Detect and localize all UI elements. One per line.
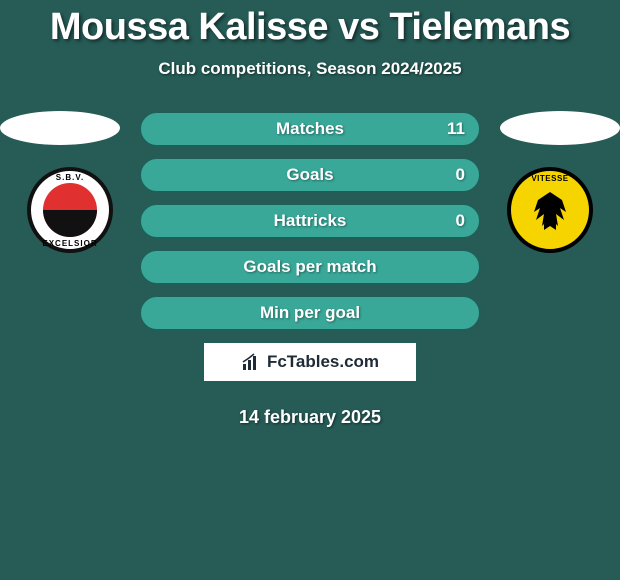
branding-box: FcTables.com [202,341,418,383]
stat-row: Matches11 [139,111,481,147]
date-text: 14 february 2025 [0,407,620,428]
stat-value: 0 [456,165,465,185]
stat-label: Matches [141,119,479,139]
main-content: S.B.V. EXCELSIOR VITESSE Matches11Goals0… [0,111,620,428]
stat-value: 11 [447,119,465,139]
stat-row: Goals0 [139,157,481,193]
stat-label: Min per goal [141,303,479,323]
page-title: Moussa Kalisse vs Tielemans [0,0,620,49]
stat-row: Min per goal [139,295,481,331]
stat-label: Goals per match [141,257,479,277]
branding-text: FcTables.com [267,352,379,372]
stat-row: Goals per match [139,249,481,285]
stat-label: Goals [141,165,479,185]
stat-value: 0 [456,211,465,231]
chart-icon [241,352,261,372]
stats-container: Matches11Goals0Hattricks0Goals per match… [0,111,620,331]
stat-row: Hattricks0 [139,203,481,239]
season-subtitle: Club competitions, Season 2024/2025 [0,59,620,79]
stat-label: Hattricks [141,211,479,231]
